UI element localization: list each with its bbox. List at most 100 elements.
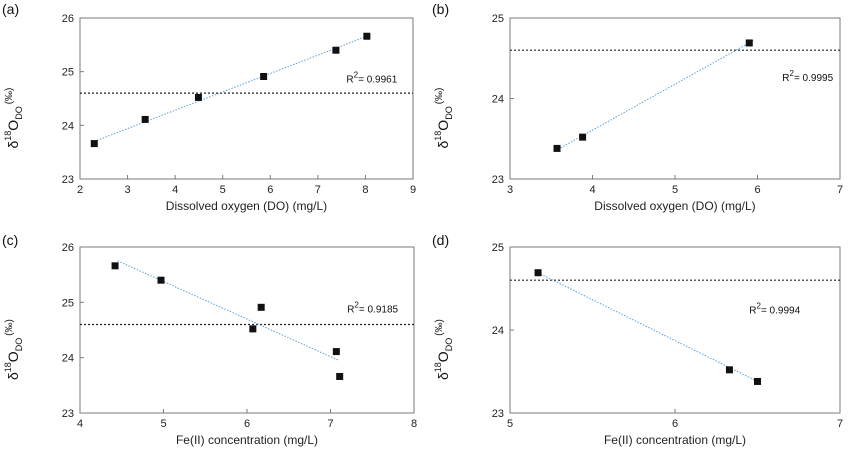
y-axis-symbol: δ [435, 141, 451, 149]
data-point [363, 32, 371, 40]
r-squared-sup: 2 [789, 69, 794, 78]
plot-frame [509, 246, 841, 414]
trendline [94, 36, 366, 142]
y-tick-label: 24 [492, 94, 504, 106]
x-axis-title: Dissolved oxygen (DO) (mg/L) [594, 199, 755, 213]
y-tick-label: 25 [62, 67, 74, 79]
x-tick-label: 6 [267, 184, 273, 196]
y-axis-sub: DO [444, 106, 454, 120]
y-tick-label: 25 [492, 242, 504, 254]
data-point [745, 39, 753, 47]
panel-label: (d) [432, 232, 449, 248]
y-axis-title: δ18ODO(‰) [433, 88, 454, 149]
y-axis-symbol: δ [435, 372, 451, 380]
panel-label: (a) [2, 1, 19, 17]
y-tick-label: 23 [62, 408, 74, 420]
x-tick-label: 6 [754, 184, 760, 196]
x-tick-label: 4 [77, 418, 83, 430]
y-tick-label: 23 [492, 408, 504, 420]
data-point [579, 133, 587, 141]
data-point [553, 144, 561, 152]
r-squared-sup: 2 [354, 300, 359, 309]
y-axis-sub: DO [14, 338, 24, 352]
y-axis-sup: 18 [433, 362, 443, 372]
x-axis-title: Fe(II) concentration (mg/L) [604, 433, 746, 447]
y-axis-sup: 18 [3, 362, 13, 372]
y-axis-unit: (‰) [4, 319, 15, 336]
x-tick-label: 6 [672, 418, 678, 430]
x-tick-label: 7 [327, 418, 333, 430]
data-point [90, 140, 98, 148]
panel-label: (b) [432, 1, 449, 17]
x-axis-title: Fe(II) concentration (mg/L) [176, 433, 318, 447]
x-tick-label: 3 [125, 184, 131, 196]
x-tick-label: 5 [160, 418, 166, 430]
y-axis-sup: 18 [3, 131, 13, 141]
x-axis-title: Dissolved oxygen (DO) (mg/L) [166, 199, 327, 213]
r-squared-label: R2= 0.9961 [346, 70, 397, 85]
x-tick-label: 5 [507, 418, 513, 430]
data-point [249, 325, 257, 333]
y-axis-main: O [5, 351, 21, 362]
x-tick-label: 5 [672, 184, 678, 196]
y-tick-label: 26 [62, 242, 74, 254]
x-tick-label: 8 [411, 418, 417, 430]
y-axis-sup: 18 [433, 131, 443, 141]
x-tick-label: 7 [315, 184, 321, 196]
data-point [260, 72, 268, 80]
plot-frame [509, 17, 841, 180]
data-point [725, 366, 733, 374]
y-tick-label: 23 [492, 174, 504, 186]
plot-frame [79, 17, 414, 180]
y-tick-label: 24 [62, 353, 74, 365]
data-point [157, 276, 165, 284]
x-tick-label: 5 [220, 184, 226, 196]
data-point [111, 262, 119, 270]
r-squared-value: = 0.9961 [358, 74, 398, 85]
r-squared-label: R2= 0.9995 [782, 69, 833, 84]
r-squared-sup: 2 [756, 301, 761, 310]
data-point [534, 269, 542, 277]
r-squared-sup: 2 [354, 70, 359, 79]
x-tick-label: 7 [837, 418, 843, 430]
data-point [194, 93, 202, 101]
data-point [332, 348, 340, 356]
r-squared-prefix: R [749, 305, 756, 316]
r-squared-value: = 0.9185 [359, 304, 399, 315]
y-tick-label: 23 [62, 174, 74, 186]
y-axis-title: δ18ODO(‰) [433, 319, 454, 380]
x-tick-label: 2 [77, 184, 83, 196]
y-axis-main: O [5, 120, 21, 131]
y-axis-unit: (‰) [434, 88, 445, 105]
trendline [117, 260, 340, 361]
r-squared-value: = 0.9995 [794, 73, 834, 84]
y-axis-sub: DO [14, 106, 24, 120]
x-tick-label: 4 [589, 184, 595, 196]
y-axis-unit: (‰) [4, 88, 15, 105]
chart-panel-d: (d) 5 6 7 23 24 25 Fe(II) concentration (mg/L) δ… [432, 232, 843, 447]
panel-label: (c) [2, 232, 18, 248]
chart-panel-c: (c) 4 5 6 7 8 23 24 25 26 Fe(II) concentration (mg… [2, 232, 417, 447]
data-point [332, 46, 340, 54]
r-squared-label: R2= 0.9185 [347, 300, 398, 315]
r-squared-label: R2= 0.9994 [749, 301, 800, 316]
trendline [537, 272, 758, 382]
x-tick-label: 8 [362, 184, 368, 196]
y-axis-main: O [435, 351, 451, 362]
y-tick-label: 25 [492, 13, 504, 25]
y-axis-unit: (‰) [434, 319, 445, 336]
x-tick-label: 3 [507, 184, 513, 196]
y-axis-title: δ18ODO(‰) [3, 88, 24, 149]
r-squared-value: = 0.9994 [761, 305, 801, 316]
r-squared-prefix: R [782, 73, 789, 84]
plot-frame [79, 246, 415, 414]
y-axis-title: δ18ODO (‰) [3, 319, 24, 380]
y-axis-symbol: δ [5, 372, 21, 380]
x-tick-label: 7 [837, 184, 843, 196]
y-tick-label: 24 [62, 120, 74, 132]
r-squared-prefix: R [346, 74, 353, 85]
data-point [336, 372, 344, 380]
r-squared-prefix: R [347, 304, 354, 315]
